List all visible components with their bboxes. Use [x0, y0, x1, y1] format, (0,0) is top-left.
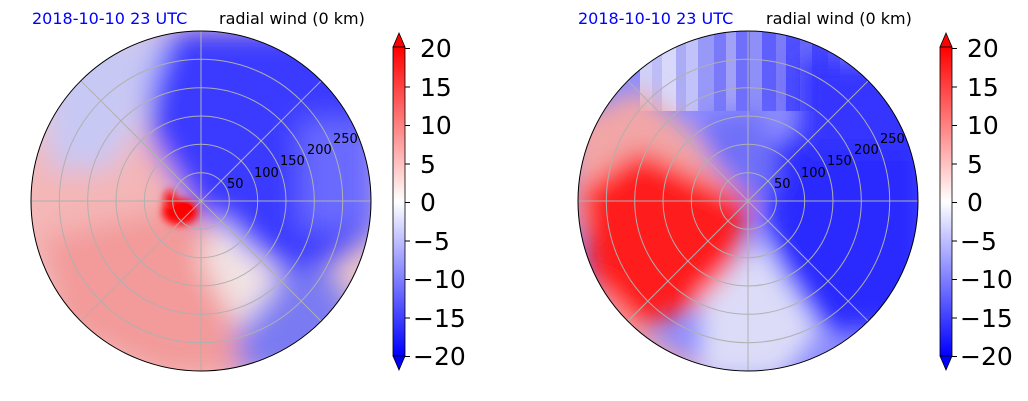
panel-right-variable-title: radial wind (0 km): [766, 9, 912, 28]
colorbar-tick-label: 20: [420, 34, 452, 63]
colorbar-tick-label: −15: [413, 304, 466, 333]
panel-left-radial-labels: 50 100 150 200 250: [227, 132, 358, 192]
panel-right: 2018-10-10 23 UTC radial wind (0 km): [577, 9, 1013, 372]
panel-right-time-title: 2018-10-10 23 UTC: [578, 9, 733, 28]
colorbar-tick-label: −10: [413, 265, 466, 294]
panel-left-time-title: 2018-10-10 23 UTC: [32, 9, 187, 28]
panel-left-radial-label: 50: [227, 177, 244, 192]
panel-left: 2018-10-10 23 UTC radial wind (0 km): [30, 9, 466, 372]
colorbar-tick-label: 5: [420, 150, 436, 179]
colorbar-tick-label: 10: [420, 111, 452, 140]
colorbar-tick-label: −5: [960, 227, 997, 256]
panel-right-radial-label: 100: [801, 166, 826, 181]
colorbar-tick-label: −10: [960, 265, 1013, 294]
panel-right-field: [578, 31, 918, 371]
colorbar-tick-label: −5: [413, 227, 450, 256]
colorbar-tick-label: 15: [420, 73, 452, 102]
colorbar-tick-label: −20: [413, 342, 466, 371]
panel-right-radial-label: 50: [774, 177, 791, 192]
panel-right-radial-label: 200: [854, 143, 879, 158]
panel-left-grid: [31, 31, 371, 371]
colorbar-tick-label: 0: [420, 188, 436, 217]
panel-left-radial-label: 250: [333, 132, 358, 147]
panel-left-radial-label: 150: [280, 154, 305, 169]
colorbar-tick-label: 10: [967, 111, 999, 140]
panel-left-variable-title: radial wind (0 km): [219, 9, 365, 28]
colorbar-tick-label: −20: [960, 342, 1013, 371]
panel-right-outline: [577, 30, 919, 372]
colorbar-tick-label: −15: [960, 304, 1013, 333]
colorbar-tick-label: 5: [967, 150, 983, 179]
panel-left-outline: [30, 30, 372, 372]
panel-right-radial-labels: 50 100 150 200 250: [774, 132, 905, 192]
panel-right-grid: [578, 31, 918, 371]
panel-right-colorbar: 20 15 10 5 0 −5 −10 −15 −20: [939, 31, 1013, 372]
colorbar-tick-label: 15: [967, 73, 999, 102]
panel-right-radial-label: 250: [880, 132, 905, 147]
panel-left-radial-label: 200: [307, 143, 332, 158]
colorbar-tick-label: 20: [967, 34, 999, 63]
panel-right-radial-label: 150: [827, 154, 852, 169]
panel-left-radial-label: 100: [254, 166, 279, 181]
panel-left-colorbar: 20 15 10 5 0 −5 −10 −15 −20: [392, 31, 466, 372]
colorbar-tick-label: 0: [967, 188, 983, 217]
